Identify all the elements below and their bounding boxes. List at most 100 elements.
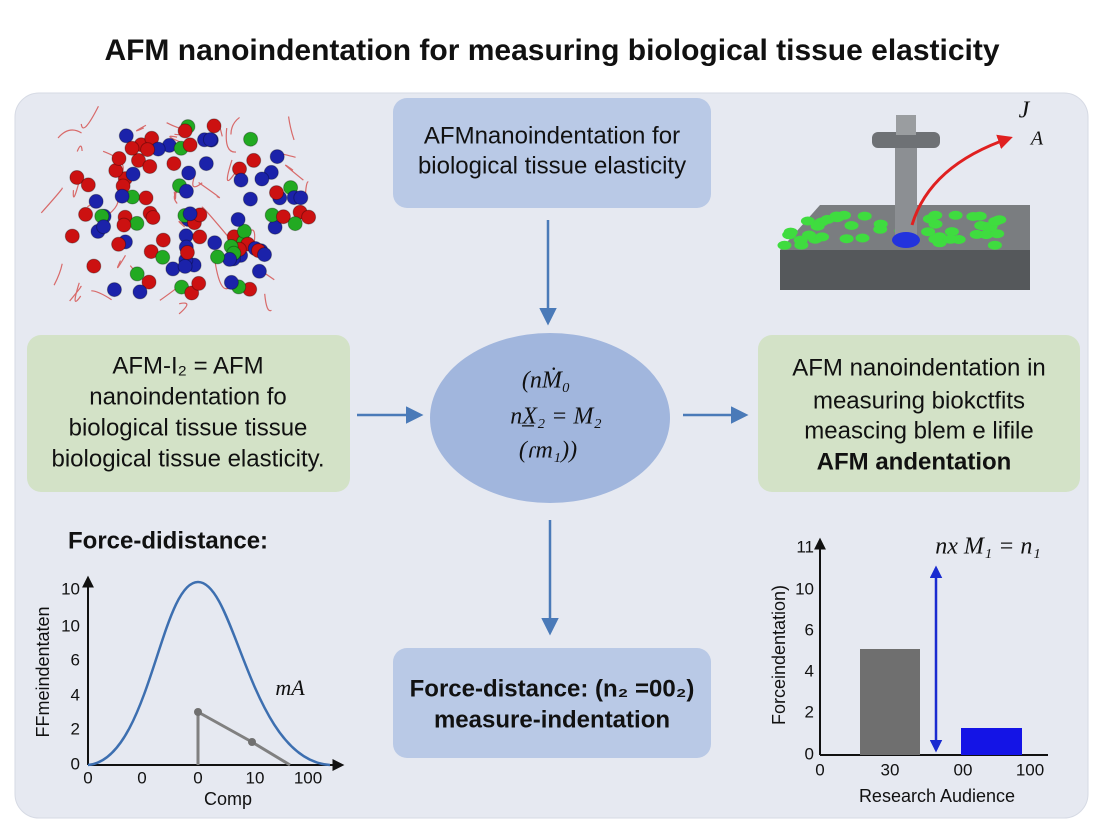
node-text: nX̲₂ = M₂ bbox=[510, 404, 602, 430]
box-text: AFMnanoindentation for bbox=[424, 122, 680, 149]
bond bbox=[80, 105, 99, 129]
atom bbox=[88, 193, 104, 209]
center-node bbox=[430, 333, 670, 503]
dot bbox=[987, 240, 1002, 250]
point bbox=[194, 708, 202, 716]
atom bbox=[301, 209, 317, 225]
page-title: AFM nanoindentation for measuring biolog… bbox=[104, 34, 999, 67]
box-text: biological tissue elasticity bbox=[418, 152, 686, 179]
box-text: Force-distance: (n₂ =00₂) bbox=[410, 675, 695, 702]
afm-illustration: J A bbox=[777, 98, 1044, 290]
box-text: AFM andentation bbox=[817, 448, 1012, 475]
atom bbox=[287, 216, 303, 232]
dot bbox=[928, 234, 943, 244]
atom bbox=[106, 282, 122, 298]
right-box bbox=[758, 335, 1080, 492]
plot-title: Force-didistance: bbox=[68, 527, 268, 554]
dot bbox=[948, 210, 963, 220]
atom bbox=[191, 275, 207, 291]
atom bbox=[96, 219, 112, 235]
dot bbox=[815, 232, 829, 242]
tip-holder bbox=[872, 132, 940, 148]
atom bbox=[118, 128, 134, 144]
y-tick-label: 2 bbox=[805, 702, 814, 721]
annotation: mA bbox=[275, 675, 305, 700]
left-plot: Force-didistance: FFmeindentaten mA Comp bbox=[33, 527, 345, 809]
dot bbox=[810, 221, 825, 231]
dot bbox=[777, 240, 792, 250]
atom bbox=[275, 209, 291, 225]
atom bbox=[182, 206, 198, 222]
atom bbox=[198, 156, 214, 172]
annotation: nx M₁ = n₁ bbox=[935, 534, 1041, 560]
atom bbox=[64, 228, 80, 244]
tip-shaft bbox=[895, 140, 917, 235]
atom bbox=[242, 191, 258, 207]
atom bbox=[181, 165, 197, 181]
dot bbox=[844, 221, 859, 230]
bond bbox=[230, 116, 240, 135]
y-tick-label: 2 bbox=[71, 719, 80, 738]
dot bbox=[966, 212, 981, 221]
atom bbox=[125, 166, 141, 182]
y-tick-label: 0 bbox=[805, 744, 814, 763]
x-tick-label: 00 bbox=[954, 760, 973, 779]
bar bbox=[961, 728, 1022, 755]
atom bbox=[202, 132, 218, 148]
x-tick-label: 0 bbox=[815, 760, 824, 779]
bond bbox=[76, 145, 83, 152]
bond bbox=[198, 182, 221, 199]
bond bbox=[69, 285, 82, 302]
point bbox=[248, 738, 256, 746]
atom bbox=[269, 185, 284, 201]
x-tick-label: 0 bbox=[83, 768, 92, 787]
x-tick-label: 0 bbox=[193, 768, 202, 787]
top-box bbox=[393, 98, 711, 208]
atom bbox=[178, 183, 194, 199]
box-text: biological tissue elasticity. bbox=[51, 445, 324, 472]
dot bbox=[921, 227, 936, 237]
y-tick-label: 4 bbox=[805, 661, 814, 680]
bond bbox=[91, 290, 112, 301]
dot bbox=[922, 214, 937, 224]
atom bbox=[166, 156, 182, 172]
box-text: nanoindentation fo bbox=[89, 383, 287, 410]
atom bbox=[206, 118, 222, 134]
dot bbox=[793, 235, 808, 245]
dot bbox=[839, 234, 854, 244]
atom bbox=[111, 151, 127, 166]
x-tick-label: 100 bbox=[294, 768, 322, 787]
atom bbox=[86, 258, 102, 274]
dot bbox=[943, 234, 958, 244]
atom bbox=[116, 217, 132, 233]
atom bbox=[192, 229, 208, 245]
atom bbox=[143, 244, 159, 260]
red-arrow bbox=[910, 134, 1013, 226]
bottom-box bbox=[393, 648, 711, 758]
dot bbox=[944, 227, 959, 237]
box-text: measuring biokctfits bbox=[813, 387, 1025, 414]
box-text: AFM nanoindentation in bbox=[792, 354, 1046, 381]
dot bbox=[783, 227, 798, 237]
atom bbox=[179, 245, 195, 260]
node-text: (nṀ₀ bbox=[522, 368, 570, 394]
atom bbox=[184, 285, 200, 301]
afm-label: J bbox=[1019, 98, 1031, 124]
box-text: biological tissue tissue bbox=[69, 414, 308, 441]
atom bbox=[129, 215, 145, 231]
y-tick-label: 10 bbox=[61, 579, 80, 598]
tip-top bbox=[896, 115, 916, 135]
atom bbox=[254, 171, 270, 187]
atom bbox=[80, 177, 96, 193]
atom bbox=[251, 263, 267, 279]
dot bbox=[969, 229, 984, 239]
atom bbox=[140, 142, 156, 158]
atom bbox=[111, 236, 127, 252]
molecule-illustration bbox=[40, 105, 317, 315]
bar bbox=[860, 649, 920, 755]
bond bbox=[53, 263, 63, 286]
box-text: measure-indentation bbox=[434, 706, 670, 733]
atom bbox=[182, 137, 198, 153]
bond bbox=[40, 187, 63, 214]
bond bbox=[116, 255, 127, 269]
